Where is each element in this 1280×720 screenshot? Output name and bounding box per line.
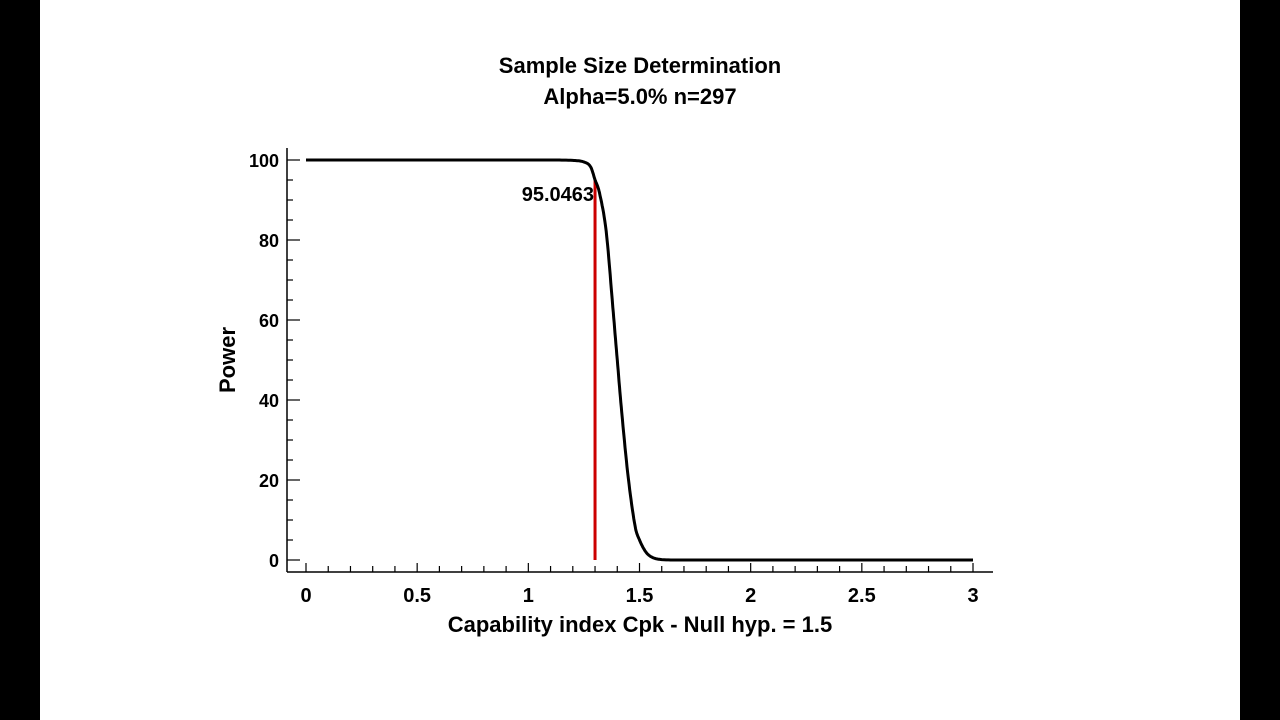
x-tick-label: 1.5	[626, 585, 654, 607]
x-tick-label: 0.5	[403, 585, 431, 607]
y-tick-label: 20	[259, 471, 279, 491]
x-tick-label: 0	[300, 585, 311, 607]
chart-title: Sample Size Determination	[499, 53, 781, 78]
chart-subtitle: Alpha=5.0% n=297	[543, 84, 736, 109]
y-tick-label: 60	[259, 311, 279, 331]
x-tick-label: 1	[523, 585, 534, 607]
power-curve-line	[306, 158, 973, 562]
y-tick-label: 80	[259, 231, 279, 251]
x-tick-label: 2	[745, 585, 756, 607]
x-axis-label: Capability index Cpk - Null hyp. = 1.5	[448, 612, 832, 637]
y-axis-label: Power	[215, 327, 240, 393]
chart-panel	[40, 0, 1240, 720]
x-tick-label: 3	[967, 585, 978, 607]
x-tick-label: 2.5	[848, 585, 876, 607]
y-tick-label: 0	[269, 551, 279, 571]
y-tick-label: 40	[259, 391, 279, 411]
y-tick-label: 100	[249, 151, 279, 171]
power-value-label: 95.0463	[522, 184, 594, 206]
